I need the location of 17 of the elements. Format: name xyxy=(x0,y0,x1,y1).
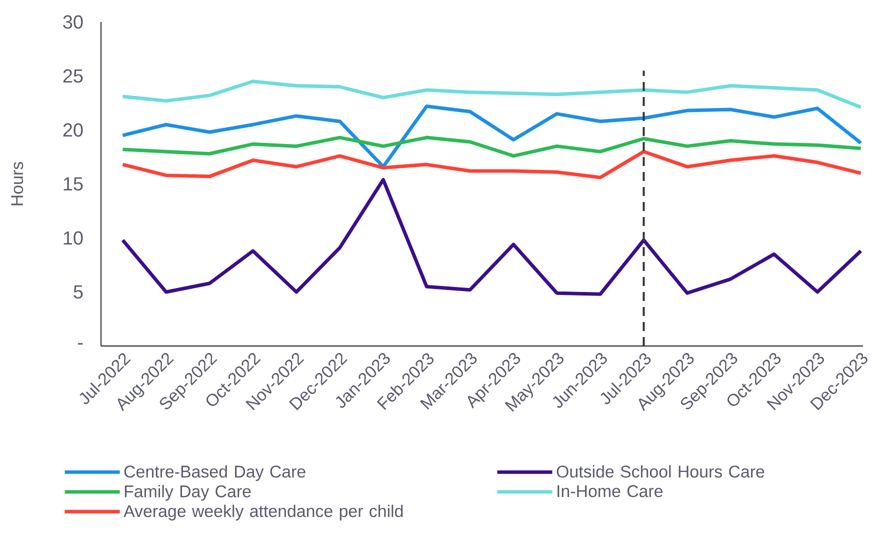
line-series xyxy=(120,150,863,180)
line-series xyxy=(120,136,863,158)
line-series xyxy=(120,178,863,296)
y-tick-label: 20 xyxy=(63,123,83,137)
y-tick-label: - xyxy=(78,343,83,345)
legend-label: Centre-Based Day Care xyxy=(124,465,306,481)
y-tick-label: 5 xyxy=(74,285,83,299)
legend-label: In-Home Care xyxy=(558,485,663,498)
y-tick-label: 30 xyxy=(63,15,83,29)
legend-label: Outside School Hours Care xyxy=(556,465,764,478)
y-tick-label: 10 xyxy=(64,231,83,245)
y-axis-title: Hours xyxy=(11,162,24,206)
legend-label: Average weekly attendance per child xyxy=(124,504,403,520)
legend-label: Family Day Care xyxy=(124,484,251,501)
y-tick-label: 25 xyxy=(63,69,83,83)
y-tick-label: 15 xyxy=(64,177,83,191)
line-series xyxy=(120,104,863,168)
